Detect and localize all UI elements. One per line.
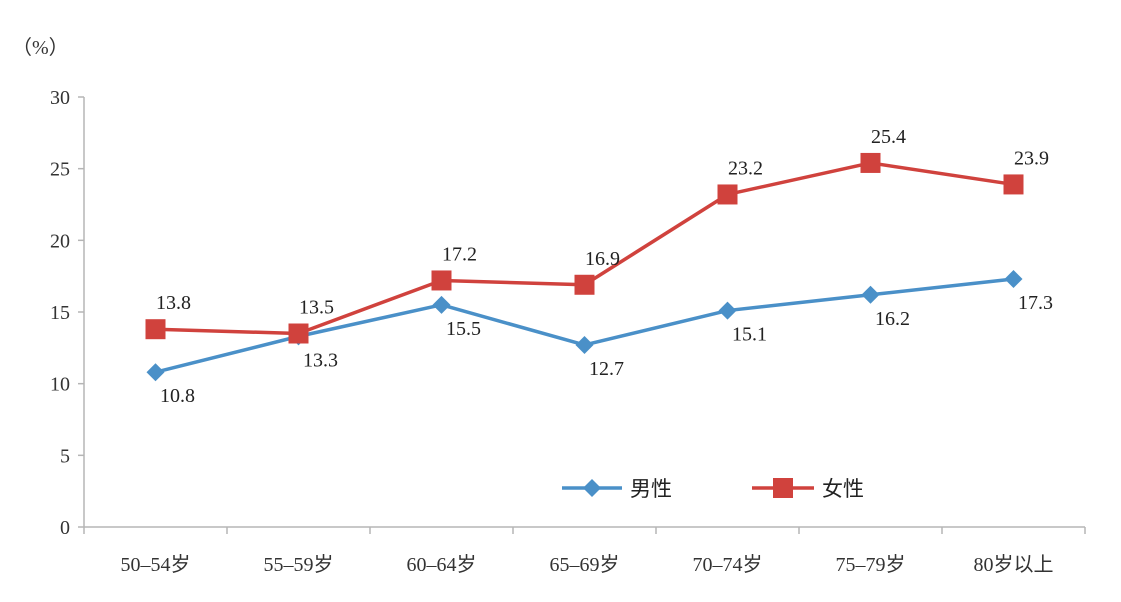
male-data-label: 12.7 [589,358,624,380]
legend-female-square-icon [773,478,793,498]
x-tick-label: 50–54岁 [121,553,191,576]
female-data-label: 13.8 [156,292,191,314]
female-square-marker [431,270,452,291]
female-data-label: 23.2 [728,157,763,179]
y-tick-label: 25 [50,159,70,181]
legend-female-label: 女性 [822,477,864,501]
female-square-marker [574,274,595,295]
y-tick-label: 5 [60,445,70,467]
y-ticks: 0 5 10 15 20 25 30 [50,87,84,539]
female-data-label: 13.5 [299,297,334,319]
y-tick-label: 0 [60,517,70,539]
male-data-label: 10.8 [160,385,195,407]
female-square-marker [1003,174,1024,195]
male-diamond-marker [718,301,737,320]
series-markers [145,152,1024,382]
legend: 男性 女性 [562,477,864,501]
y-unit-label: （%） [12,36,69,59]
x-ticks: 50–54岁 55–59岁 60–64岁 65–69岁 70–74岁 75–79岁 80岁以… [83,527,1086,576]
male-diamond-marker [575,335,594,354]
female-square-marker [145,319,166,340]
x-tick-label: 75–79岁 [836,553,906,576]
female-data-label: 17.2 [442,243,477,265]
legend-male-label: 男性 [630,477,672,501]
y-tick-label: 20 [50,230,70,252]
male-data-label: 15.5 [446,318,481,340]
female-data-label: 16.9 [585,248,620,270]
male-diamond-marker [1004,270,1023,289]
female-data-label: 25.4 [871,126,906,148]
male-data-label: 16.2 [875,308,910,330]
y-tick-label: 10 [50,374,70,396]
y-tick-label: 30 [50,87,70,109]
x-tick-label: 55–59岁 [264,553,334,576]
male-data-label: 17.3 [1018,292,1053,314]
male-diamond-marker [861,285,880,304]
female-square-marker [288,323,309,344]
x-tick-label: 65–69岁 [550,553,620,576]
male-diamond-marker [146,363,165,382]
male-data-label: 15.1 [732,324,767,346]
female-square-marker [717,184,738,205]
legend-male-diamond-icon [583,479,601,497]
data-labels: 10.8 13.3 15.5 12.7 15.1 16.2 17.3 13.8 13.5 17.2… [156,126,1053,407]
female-square-marker [860,152,881,173]
x-tick-label: 70–74岁 [693,553,763,576]
y-tick-label: 15 [50,302,70,324]
male-data-label: 13.3 [303,349,338,371]
x-tick-label: 80岁以上 [974,553,1054,576]
x-tick-label: 60–64岁 [407,553,477,576]
male-diamond-marker [432,295,451,314]
female-data-label: 23.9 [1014,147,1049,169]
